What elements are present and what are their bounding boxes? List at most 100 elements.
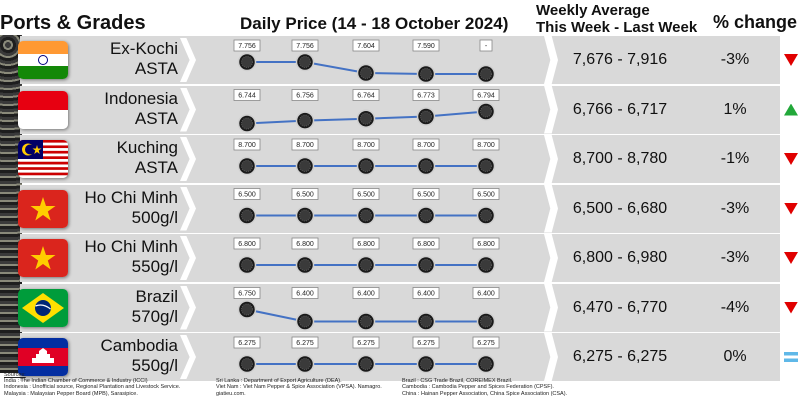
flag-cambodia-icon (18, 338, 68, 376)
data-label: 6.800 (238, 241, 256, 248)
data-label-box (472, 89, 500, 101)
weekly-average-title: Weekly Average (536, 2, 650, 19)
data-label: 6.773 (417, 93, 435, 100)
data-point (295, 156, 315, 176)
data-label: 6.764 (357, 93, 375, 100)
data-label-box (233, 188, 261, 200)
data-label-box (352, 89, 380, 101)
data-label: 6.400 (296, 291, 314, 298)
data-label-box (412, 336, 440, 349)
data-point (237, 255, 257, 275)
row-chevron-separator (544, 333, 558, 381)
data-point (356, 63, 376, 83)
data-point (416, 206, 436, 225)
source-line: Sri Lanka : Department of Export Agricul… (216, 378, 342, 384)
percent-change-value: -4% (720, 298, 750, 316)
row-band (20, 85, 799, 134)
data-label-box (472, 237, 500, 250)
data-label-box (291, 39, 319, 52)
row-band (20, 135, 799, 183)
port-grade-label: Ex-Kochi ASTA (70, 39, 178, 79)
grade-name: 500g/l (131, 207, 178, 227)
data-point (416, 312, 436, 331)
percent-change-value: -1% (720, 150, 750, 167)
data-label-box (291, 188, 319, 200)
row-chevron-separator (544, 85, 558, 134)
data-label: 8.700 (417, 142, 435, 149)
data-label-box (233, 287, 261, 299)
port-grade-label: Brazil 570g/l (70, 287, 178, 327)
grade-name: ASTA (134, 158, 178, 177)
sources-column-2: Sri Lanka : Department of Export Agricul… (216, 378, 382, 397)
price-row: Kuching ASTA 8,700 - 8,780 -1% (0, 135, 800, 183)
data-label: 6.275 (238, 340, 256, 347)
data-point (416, 64, 436, 84)
price-row: Brazil 570g/l 6,470 - 6,770 -4% (0, 283, 800, 332)
source-line: Cambodia : Cambodia Pepper and Spices Fe… (402, 384, 554, 391)
flag-indonesia-icon (18, 90, 68, 129)
port-name: Ex-Kochi (109, 39, 178, 58)
data-label-box (291, 89, 319, 101)
data-label-box (352, 138, 380, 151)
weekly-average-value: 6,275 - 6,275 (572, 348, 668, 365)
weekly-average-header: Weekly Average This Week - Last Week (536, 2, 697, 36)
port-grade-label: Kuching ASTA (70, 138, 178, 178)
data-label-box (233, 39, 261, 52)
port-name: Indonesia (104, 88, 178, 108)
port-name: Ho Chi Minh (84, 187, 178, 207)
flag-vietnam-icon (18, 239, 68, 277)
data-label-box (412, 138, 440, 151)
weekly-average-value: 7,676 - 7,916 (572, 51, 668, 68)
data-point (295, 255, 315, 275)
data-label-box (472, 138, 500, 151)
weekly-average-value: 6,766 - 6,717 (572, 100, 668, 118)
data-point (295, 111, 315, 130)
data-label-box (291, 336, 319, 349)
data-label-box (412, 237, 440, 250)
weekly-average-value: 6,500 - 6,680 (572, 199, 668, 217)
data-point (476, 312, 496, 331)
source-line: Indonesia : Unofficial source, Regional … (4, 384, 181, 391)
flag-brazil-icon (18, 288, 68, 327)
data-point (237, 300, 257, 319)
percent-change-value: 1% (723, 100, 747, 118)
data-label-box (352, 237, 380, 250)
data-label: 6.794 (477, 93, 495, 100)
source-line: India : The Indian Chamber of Commerce &… (4, 378, 148, 384)
data-label-box (352, 188, 380, 200)
grade-name: ASTA (134, 108, 178, 128)
port-grade-label: Indonesia ASTA (70, 89, 178, 129)
data-label: 6.800 (296, 241, 314, 248)
port-name: Ho Chi Minh (84, 237, 178, 256)
data-point (476, 156, 496, 176)
data-label-box (352, 336, 380, 349)
port-name: Kuching (116, 138, 178, 157)
data-label: 6.500 (417, 192, 435, 199)
price-row: Ex-Kochi ASTA 7,676 - 7,916 -3% (0, 36, 800, 84)
grade-name: 570g/l (131, 306, 178, 326)
pepper-texture-strip (0, 35, 22, 373)
weekly-average-value: 8,700 - 8,780 (572, 150, 668, 167)
flag-malaysia-icon (18, 140, 68, 178)
data-label: 7.756 (238, 43, 256, 50)
data-label: 7.756 (296, 43, 314, 50)
data-point (356, 354, 376, 374)
data-label: 8.700 (477, 142, 495, 149)
sources-column-1: India : The Indian Chamber of Commerce &… (4, 378, 180, 397)
price-row: Indonesia ASTA 6,766 - 6,717 1% (0, 85, 800, 134)
data-label: 6.500 (296, 192, 314, 199)
data-label-box (412, 287, 440, 299)
data-label: 7.590 (417, 43, 435, 50)
data-point (237, 206, 257, 225)
data-point (416, 156, 436, 176)
trend-equal-icon (784, 352, 798, 362)
data-label-box (233, 138, 261, 151)
source-line: Brazil : CSG Trade Brazil, COREIMEX Braz… (402, 378, 513, 384)
data-label: 6.800 (357, 241, 375, 248)
data-label-box (412, 39, 440, 52)
row-band (20, 283, 799, 332)
data-point (356, 206, 376, 225)
data-label-box (352, 287, 380, 299)
data-point (237, 52, 257, 72)
